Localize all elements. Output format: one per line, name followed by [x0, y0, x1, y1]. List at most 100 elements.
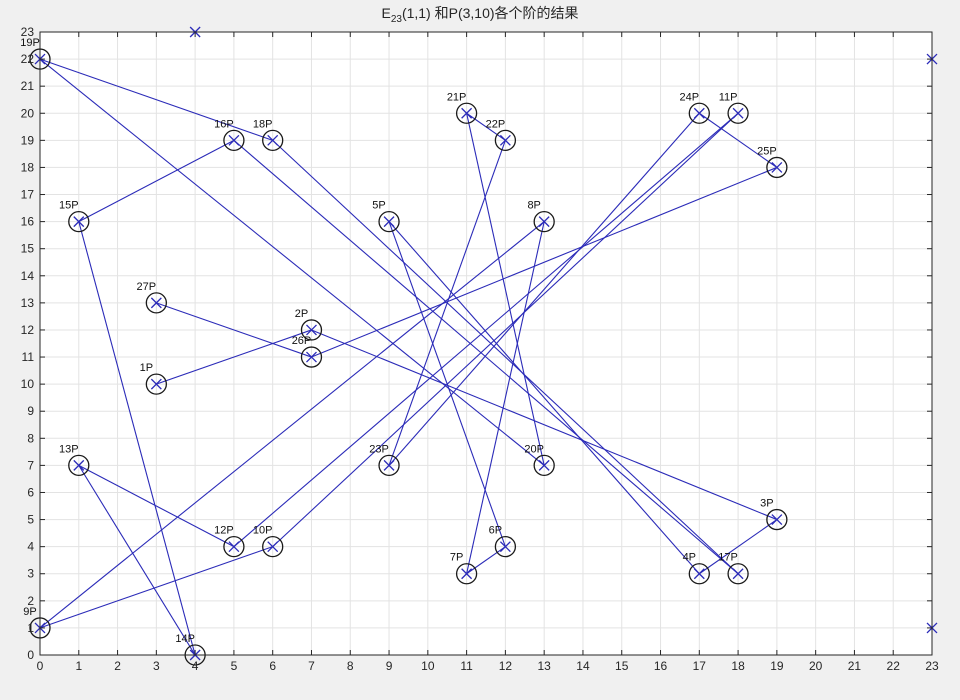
- point-circle: [766, 156, 788, 179]
- x-tick-label: 4: [192, 659, 199, 673]
- point-label: 21P: [447, 91, 467, 103]
- point-circle: [300, 319, 323, 341]
- point-label: 17P: [718, 552, 738, 564]
- point-circle: [727, 102, 749, 124]
- x-tick-label: 9: [386, 659, 393, 673]
- x-marker-stroke: [228, 134, 240, 146]
- y-tick-label: 18: [21, 160, 35, 174]
- point-marker: [228, 134, 240, 146]
- y-tick-label: 7: [27, 458, 34, 472]
- x-marker-stroke: [461, 568, 473, 580]
- connection-line: [698, 519, 778, 575]
- point-label: 2P: [295, 308, 308, 320]
- y-tick-label: 4: [27, 540, 34, 554]
- x-tick-label: 14: [576, 659, 590, 673]
- connection-line: [388, 140, 506, 466]
- x-marker-stroke: [499, 541, 511, 553]
- y-tick-label: 21: [21, 79, 35, 93]
- x-marker-stroke: [150, 378, 162, 390]
- connection-lines: [39, 58, 778, 656]
- point-circle: [68, 454, 90, 477]
- y-tick-label: 3: [27, 567, 34, 581]
- point-marker: [771, 161, 783, 173]
- point-label: 1P: [140, 362, 153, 374]
- x-tick-label: 17: [693, 659, 707, 673]
- point-marker: [150, 378, 162, 390]
- y-tick-label: 17: [21, 188, 35, 202]
- y-tick-label: 2: [27, 594, 34, 608]
- point-label: 24P: [680, 91, 700, 103]
- point-label: 19P: [20, 37, 40, 49]
- x-marker-stroke: [771, 161, 783, 173]
- x-tick-label: 8: [347, 659, 354, 673]
- x-tick-label: 18: [731, 659, 745, 673]
- point-label: 22P: [486, 118, 506, 130]
- point-marker: [228, 541, 240, 553]
- y-tick-label: 11: [22, 350, 35, 364]
- x-marker-stroke: [732, 107, 744, 119]
- point-label: 26P: [292, 335, 312, 347]
- point-marker: [383, 216, 395, 228]
- connection-line: [39, 58, 545, 466]
- y-tick-label: 10: [21, 377, 35, 391]
- point-marker: [73, 216, 85, 228]
- y-tick-label: 9: [27, 404, 34, 418]
- point-marker: [267, 134, 279, 146]
- point-label: 18P: [253, 118, 273, 130]
- connection-line: [156, 329, 312, 385]
- y-tick-label: 5: [27, 513, 34, 527]
- x-tick-label: 0: [37, 659, 44, 673]
- point-circle: [378, 454, 400, 477]
- connection-line: [156, 302, 312, 358]
- point-marker: [732, 568, 744, 580]
- point-marker: [461, 107, 473, 119]
- point-label: 13P: [59, 443, 79, 455]
- point-circle: [688, 563, 710, 585]
- connection-line: [466, 112, 506, 141]
- y-tick-label: 19: [21, 133, 35, 147]
- point-label: 12P: [214, 525, 234, 537]
- connection-line: [78, 139, 235, 223]
- x-tick-label: 11: [460, 659, 473, 673]
- point-marker: [732, 107, 744, 119]
- x-marker-stroke: [732, 568, 744, 580]
- point-circle: [68, 210, 90, 233]
- point-label: 7P: [450, 552, 463, 564]
- connection-line: [272, 112, 739, 548]
- x-tick-label: 10: [421, 659, 435, 673]
- x-marker-stroke: [73, 459, 85, 471]
- x-tick-label: 2: [114, 659, 121, 673]
- x-marker-stroke: [538, 459, 550, 471]
- x-marker-stroke: [306, 351, 317, 363]
- x-tick-label: 16: [654, 659, 668, 673]
- x-marker-stroke: [693, 568, 705, 580]
- point-label: 16P: [214, 118, 234, 130]
- connection-line: [78, 464, 235, 548]
- x-tick-label: 19: [770, 659, 784, 673]
- connection-line: [388, 221, 700, 575]
- point-label: 10P: [253, 525, 273, 537]
- y-tick-label: 6: [27, 485, 34, 499]
- point-marker: [538, 459, 550, 471]
- point-label: 15P: [59, 200, 79, 212]
- x-marker-stroke: [771, 514, 783, 526]
- point-label: 6P: [489, 525, 502, 537]
- point-label: 27P: [137, 281, 157, 293]
- point-marker: [499, 541, 511, 553]
- x-marker-stroke: [267, 541, 279, 553]
- plot-area: [40, 32, 932, 655]
- point-label: 3P: [760, 498, 773, 510]
- point-circle: [455, 563, 478, 585]
- x-tick-label: 22: [887, 659, 901, 673]
- point-label: 14P: [175, 633, 195, 645]
- y-tick-label: 13: [21, 296, 35, 310]
- point-marker: [693, 107, 705, 119]
- chart-title-rest: (1,1) 和P(3,10)各个阶的结果: [402, 5, 579, 21]
- y-tick-label: 12: [21, 323, 35, 337]
- connection-line: [78, 221, 196, 656]
- y-tick-label: 15: [21, 242, 35, 256]
- y-tick-label: 14: [21, 269, 35, 283]
- point-label: 8P: [527, 200, 540, 212]
- point-circle: [223, 129, 245, 151]
- connection-line: [39, 546, 273, 629]
